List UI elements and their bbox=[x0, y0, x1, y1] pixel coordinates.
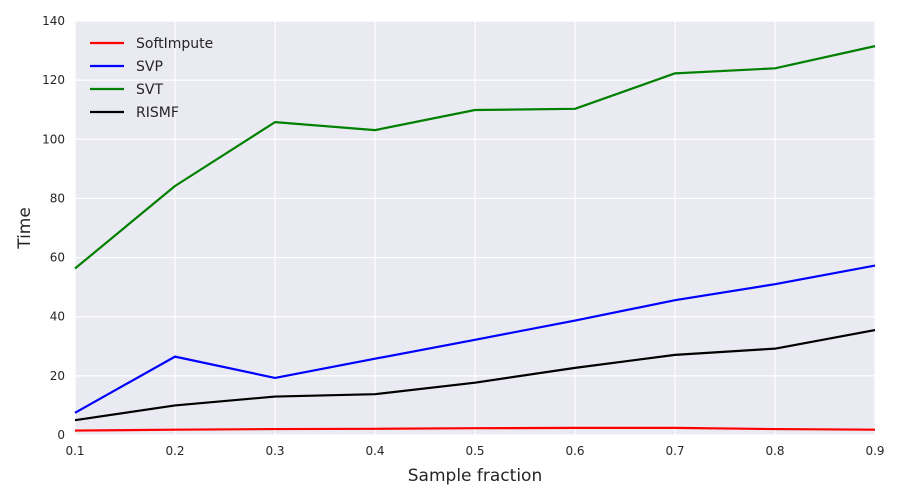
x-tick-label: 0.2 bbox=[165, 444, 184, 458]
y-tick-label: 100 bbox=[42, 132, 65, 146]
legend-label: RISMF bbox=[136, 105, 179, 121]
y-tick-label: 40 bbox=[50, 310, 65, 324]
y-axis-ticks: 0 20 40 60 80 100 120 140 bbox=[42, 14, 65, 442]
y-tick-label: 80 bbox=[50, 191, 65, 205]
y-tick-label: 60 bbox=[50, 251, 65, 265]
legend-label: SoftImpute bbox=[136, 36, 213, 52]
series-line-softimpute bbox=[74, 426, 876, 432]
y-tick-label: 140 bbox=[42, 14, 65, 28]
x-axis-ticks: 0.1 0.2 0.3 0.4 0.5 0.6 0.7 0.8 0.9 bbox=[65, 444, 884, 458]
legend-label: SVP bbox=[136, 59, 163, 75]
x-tick-label: 0.6 bbox=[565, 444, 584, 458]
y-tick-label: 20 bbox=[50, 369, 65, 383]
x-tick-label: 0.1 bbox=[65, 444, 84, 458]
series-layer bbox=[74, 45, 876, 432]
x-tick-label: 0.4 bbox=[365, 444, 384, 458]
legend: SoftImpute SVP SVT RISMF bbox=[90, 36, 213, 121]
grid-lines bbox=[74, 20, 876, 436]
series-line-svt bbox=[74, 45, 876, 270]
series-line-rismf bbox=[74, 328, 876, 422]
x-tick-label: 0.9 bbox=[865, 444, 884, 458]
series-line-svp bbox=[74, 264, 876, 414]
x-axis-label: Sample fraction bbox=[408, 466, 542, 486]
y-tick-label: 0 bbox=[57, 428, 65, 442]
y-axis-label: Time bbox=[15, 207, 35, 250]
x-tick-label: 0.5 bbox=[465, 444, 484, 458]
x-tick-label: 0.7 bbox=[665, 444, 684, 458]
legend-label: SVT bbox=[136, 82, 163, 98]
y-tick-label: 120 bbox=[42, 73, 65, 87]
x-tick-label: 0.3 bbox=[265, 444, 284, 458]
x-tick-label: 0.8 bbox=[765, 444, 784, 458]
